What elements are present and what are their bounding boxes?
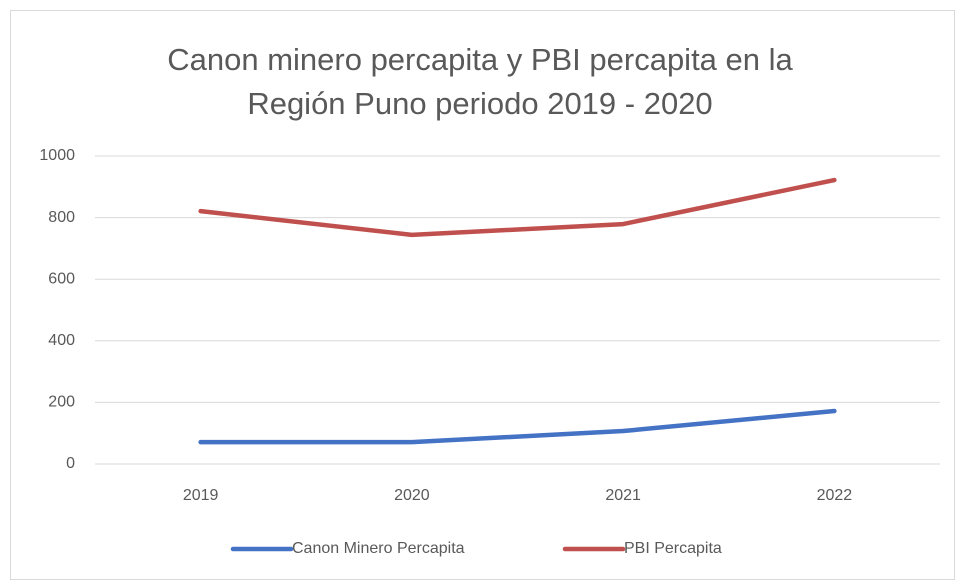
legend-label: PBI Percapita: [624, 540, 722, 557]
x-tick-label: 2021: [605, 487, 641, 504]
y-tick-label: 1000: [39, 147, 75, 164]
y-tick-label: 0: [66, 455, 75, 472]
x-tick-label: 2022: [817, 487, 853, 504]
y-tick-label: 400: [48, 332, 75, 349]
chart-border: [10, 10, 955, 580]
x-tick-label: 2019: [183, 487, 219, 504]
y-tick-label: 800: [48, 209, 75, 226]
y-tick-label: 600: [48, 270, 75, 287]
y-tick-label: 200: [48, 394, 75, 411]
legend-label: Canon Minero Percapita: [292, 540, 465, 557]
line-series: [198, 177, 837, 238]
line-series: [198, 408, 837, 445]
chart-title: Canon minero percapita y PBI percapita e…: [167, 42, 793, 121]
x-tick-label: 2020: [394, 487, 430, 504]
